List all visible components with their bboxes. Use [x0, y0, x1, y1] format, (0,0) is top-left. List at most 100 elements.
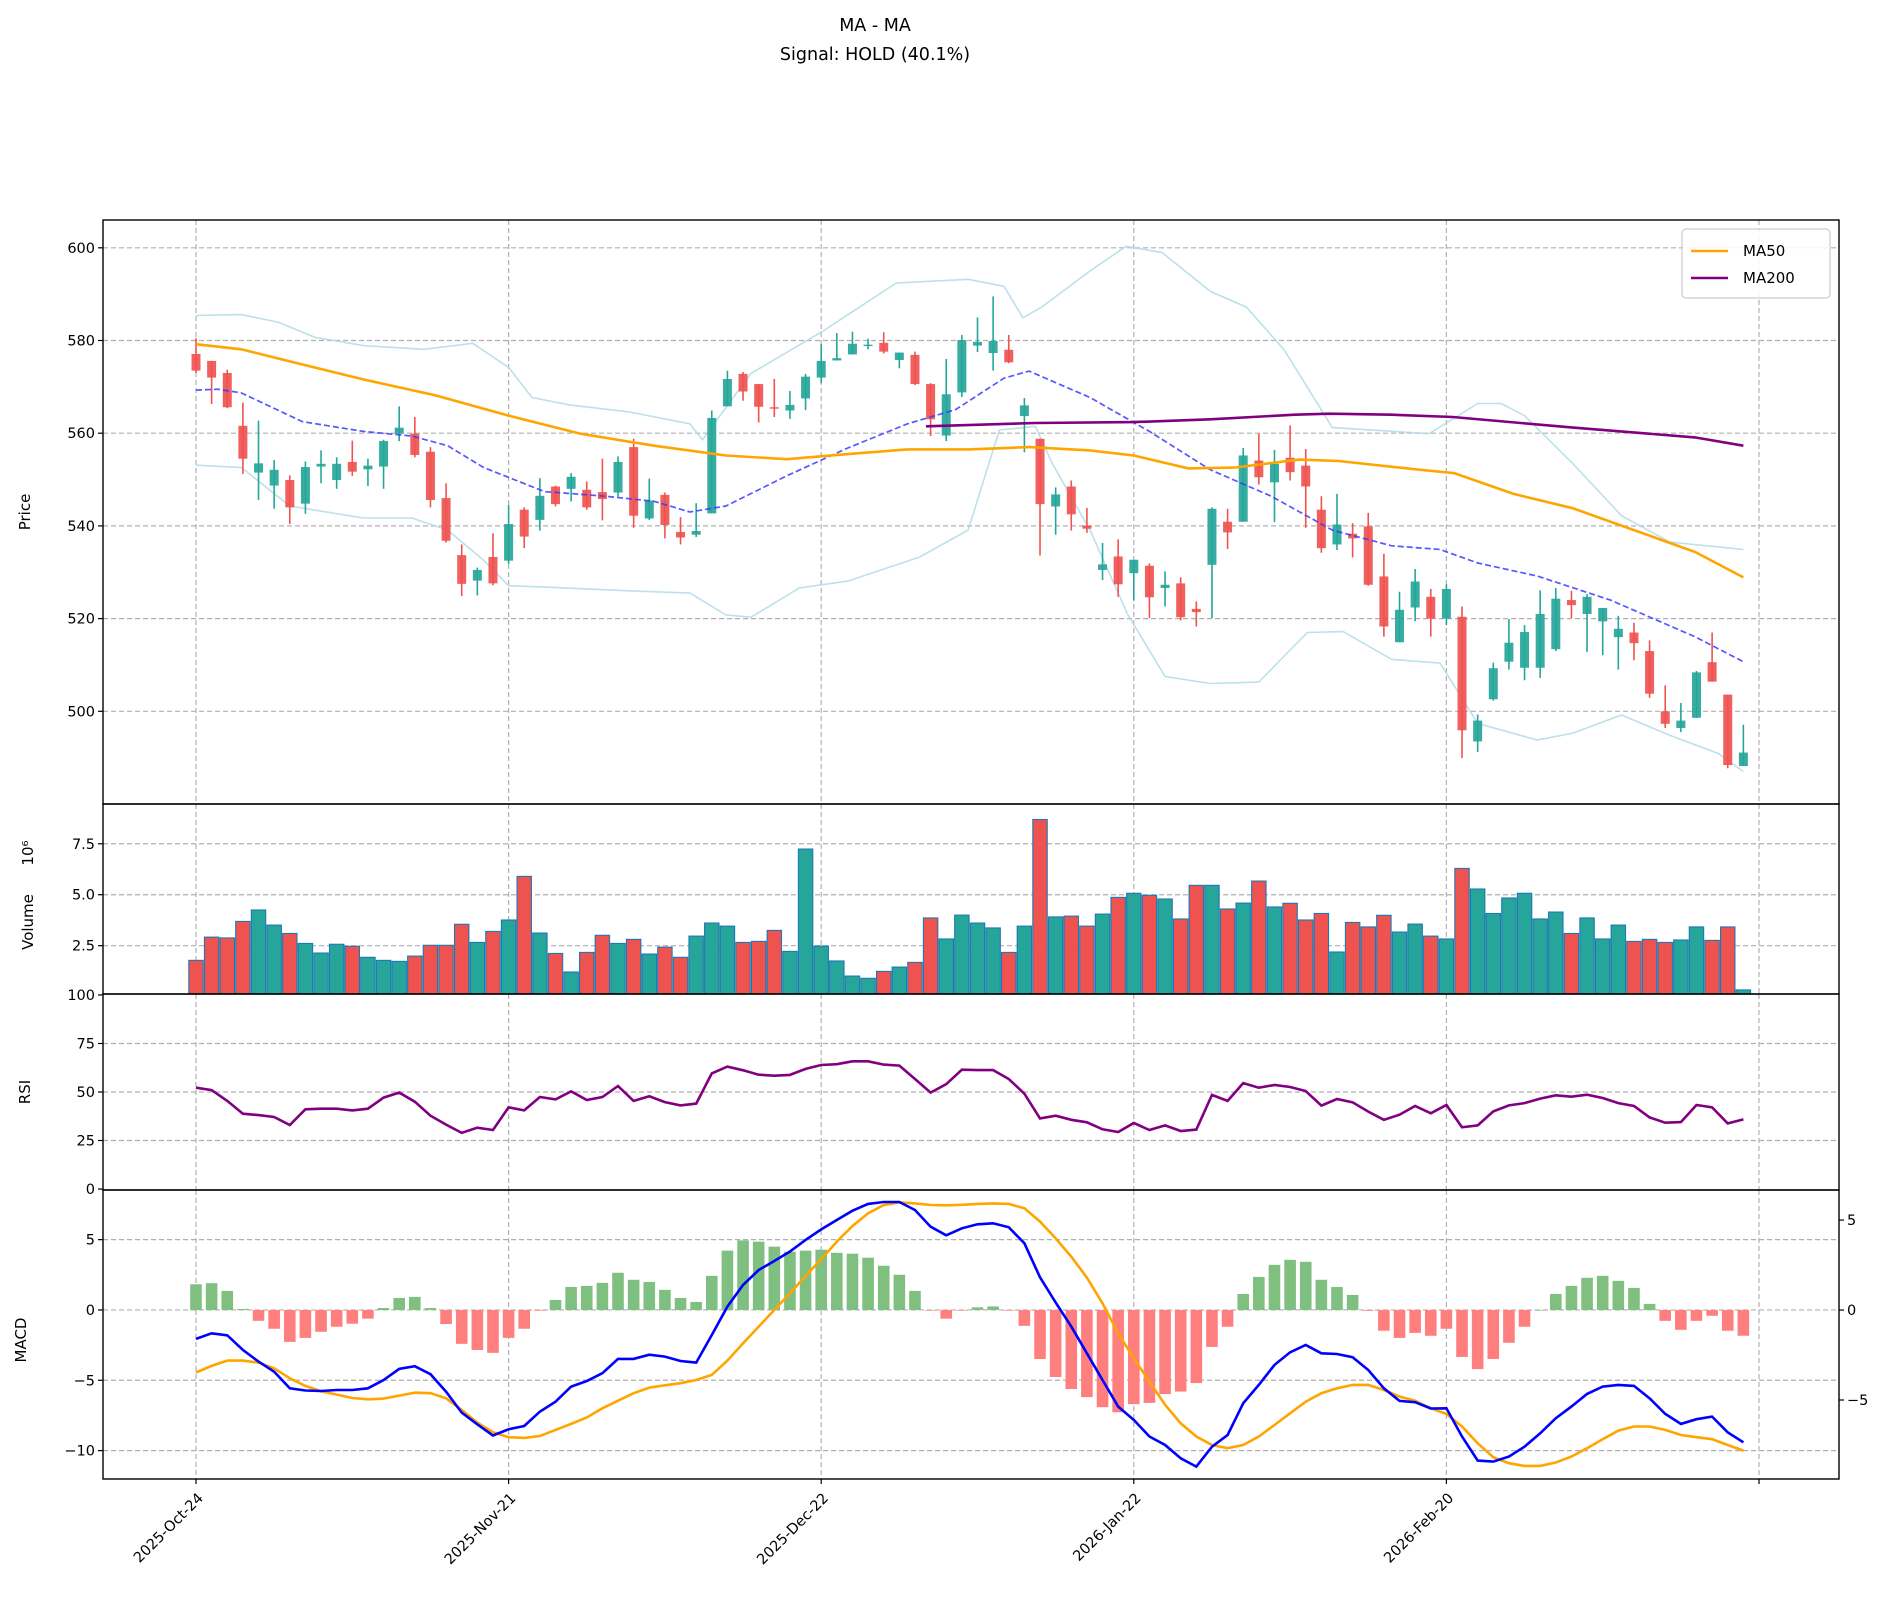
candle-body — [894, 352, 904, 360]
macd-histogram-bar — [1065, 1310, 1078, 1390]
volume-bar — [1266, 906, 1283, 995]
volume-bar — [1110, 896, 1126, 995]
candle — [1113, 539, 1123, 597]
macd-histogram-bar — [455, 1310, 468, 1344]
candle-body — [363, 465, 373, 470]
volume-bar — [313, 952, 329, 995]
macd-histogram-bar — [705, 1275, 718, 1311]
macd-histogram-bar — [1503, 1310, 1515, 1343]
legend-label-ma50: MA50 — [1743, 242, 1785, 260]
volume-bar — [1438, 938, 1455, 995]
candle-body — [1051, 494, 1061, 507]
macd-histogram-bar — [1331, 1286, 1343, 1311]
candle — [1441, 584, 1451, 626]
candle — [832, 333, 842, 361]
candle-body — [441, 498, 451, 541]
macd-histogram-bar — [1002, 1310, 1015, 1311]
candle-body — [1566, 600, 1576, 606]
candle-body — [1144, 565, 1154, 598]
macd-histogram-bar — [1643, 1303, 1656, 1311]
macd-histogram-bar — [987, 1306, 999, 1311]
macd-histogram-bar — [1049, 1310, 1062, 1377]
axes: 5005205405605806002.55.07.50255075100−10… — [12, 219, 1868, 1568]
candle-body — [1223, 521, 1233, 533]
candle-body — [488, 556, 498, 584]
price-y-tick-label: 540 — [67, 519, 95, 535]
macd-histogram-bar — [346, 1310, 359, 1324]
volume-bar — [1282, 902, 1298, 995]
candle-body — [1160, 584, 1170, 589]
candle — [957, 334, 967, 398]
candle — [1520, 625, 1530, 681]
volume-bar — [1001, 951, 1017, 995]
macd-histogram-bar — [627, 1279, 640, 1311]
macd-histogram-bar — [659, 1289, 671, 1311]
chart-title: MA - MA — [839, 16, 911, 36]
candle — [504, 505, 514, 564]
candle — [973, 317, 982, 353]
macd-histogram-bar — [1706, 1310, 1718, 1316]
candle — [1395, 591, 1405, 643]
candle-body — [191, 353, 201, 371]
macd-histogram-bar — [1690, 1310, 1703, 1321]
candle — [1457, 606, 1467, 759]
macd-histogram-bar — [1471, 1310, 1484, 1370]
volume-bar — [735, 941, 751, 995]
rsi-y-tick-label: 50 — [77, 1085, 95, 1101]
candle — [1535, 590, 1545, 678]
macd-histogram-bar — [971, 1307, 984, 1311]
macd-histogram-bar — [690, 1301, 702, 1311]
volume-bar — [250, 909, 267, 995]
volume-bar — [578, 951, 595, 995]
macd-histogram-bar — [1409, 1310, 1421, 1333]
candle — [379, 439, 389, 489]
macd-histogram-bar — [956, 1310, 968, 1311]
price-axes-frame — [102, 219, 1840, 805]
plot-data — [188, 245, 1752, 1469]
candle — [550, 485, 560, 507]
candle-body — [1629, 632, 1639, 644]
macd-histogram-bar — [815, 1249, 827, 1311]
macd-histogram-bar — [893, 1274, 906, 1311]
candle — [1066, 480, 1076, 531]
candle — [488, 533, 498, 586]
volume-bar — [469, 941, 486, 995]
candle — [816, 344, 826, 384]
candle — [425, 447, 435, 508]
candle-body — [769, 407, 779, 409]
volume-bar — [1204, 884, 1220, 995]
ma200-line — [925, 412, 1744, 447]
candle — [722, 370, 732, 407]
volume-bar — [282, 932, 298, 995]
volume-bar — [1563, 932, 1580, 995]
candle-body — [1316, 509, 1326, 549]
candle-body — [1613, 628, 1623, 638]
candle-body — [1660, 711, 1670, 724]
candle — [1144, 563, 1154, 619]
gridlines — [103, 220, 1839, 1479]
candle — [1738, 724, 1748, 766]
volume-bar — [1313, 912, 1330, 995]
candle-body — [644, 500, 654, 519]
volume-bar — [1423, 935, 1439, 995]
candle — [1348, 523, 1358, 558]
volume-bar — [203, 936, 220, 995]
candle-body — [629, 447, 639, 516]
macd-histogram-bar — [330, 1310, 343, 1327]
candle-body — [457, 555, 467, 584]
candle — [1707, 632, 1717, 682]
candle-body — [1738, 752, 1748, 766]
legend-entry-ma50: MA50 — [1691, 242, 1785, 260]
volume-bar — [188, 959, 204, 995]
candle — [847, 331, 857, 355]
volume-bar — [844, 975, 861, 995]
macd-histogram-bar — [409, 1296, 421, 1311]
macd-histogram-bar — [1237, 1294, 1250, 1311]
candle — [629, 438, 639, 528]
candle-body — [941, 394, 951, 436]
macd-histogram-bar — [205, 1283, 218, 1311]
candle-body — [1019, 405, 1029, 417]
x-tick-label: 2026-Feb-20 — [1381, 1491, 1457, 1567]
macd-histogram-bar — [362, 1310, 374, 1319]
candle — [441, 483, 451, 543]
